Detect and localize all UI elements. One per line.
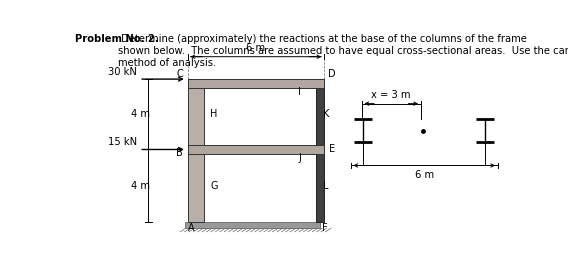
Text: 15 kN: 15 kN	[108, 137, 137, 147]
Text: D: D	[328, 70, 336, 79]
Text: 4 m: 4 m	[131, 181, 149, 191]
Bar	[187, 79, 324, 88]
Text: Determine (approximately) the reactions at the base of the columns of the frame
: Determine (approximately) the reactions …	[118, 34, 568, 68]
Text: 6 m: 6 m	[247, 43, 265, 53]
Bar	[187, 145, 324, 153]
Text: K: K	[323, 109, 329, 119]
Text: H: H	[210, 109, 218, 119]
Text: C: C	[176, 70, 183, 79]
Text: F: F	[321, 223, 327, 234]
Text: A: A	[189, 223, 195, 234]
Text: 30 kN: 30 kN	[108, 66, 137, 76]
Text: G: G	[210, 181, 218, 191]
Bar	[185, 222, 320, 229]
Text: I: I	[298, 87, 302, 97]
Bar	[316, 79, 324, 222]
Text: B: B	[176, 148, 183, 158]
Text: Problem No. 2.: Problem No. 2.	[74, 34, 158, 44]
Text: 4 m: 4 m	[131, 109, 149, 119]
Text: L: L	[323, 181, 329, 191]
Text: x = 3 m: x = 3 m	[371, 90, 411, 100]
Bar	[187, 79, 204, 222]
Text: E: E	[329, 145, 335, 155]
Text: J: J	[298, 153, 302, 163]
Text: 6 m: 6 m	[415, 170, 434, 180]
